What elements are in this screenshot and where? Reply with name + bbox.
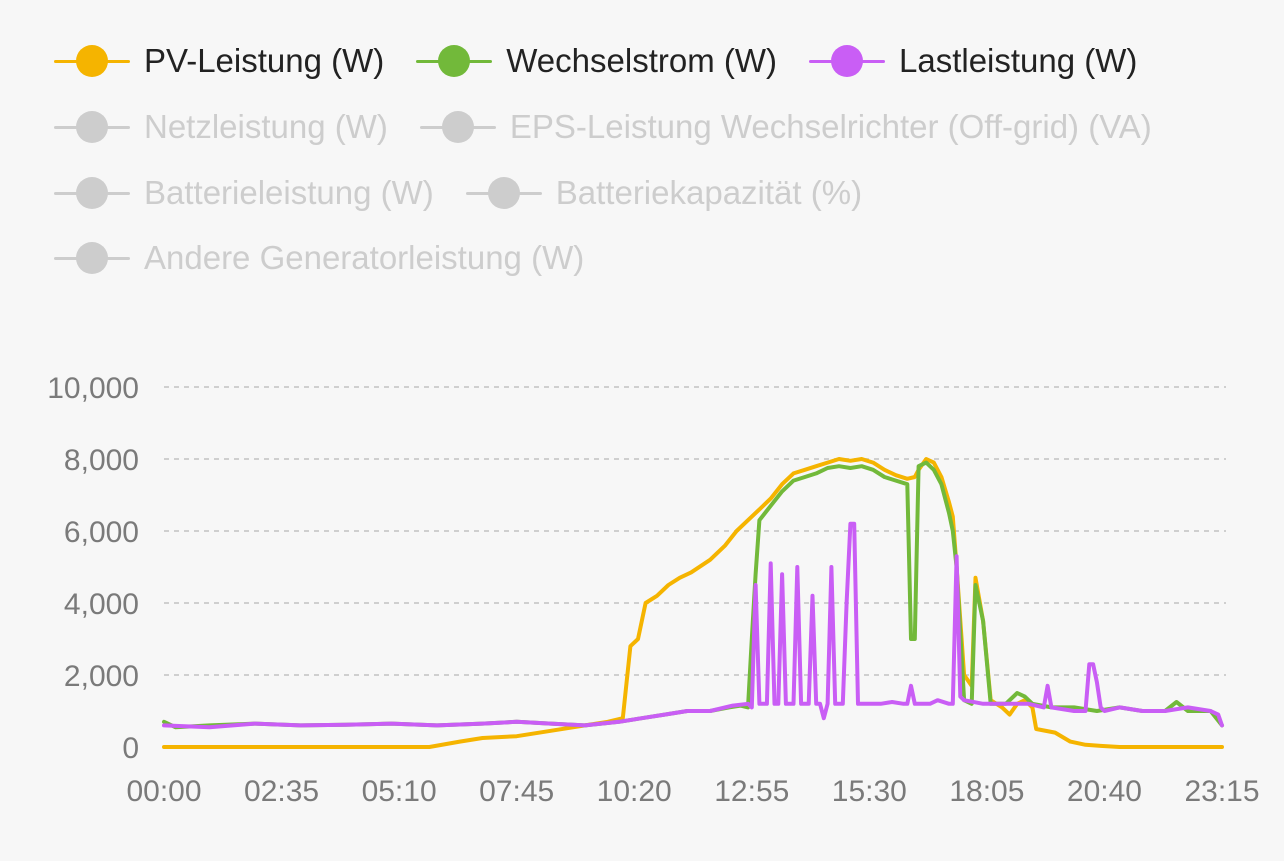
- legend-marker-icon: [54, 238, 130, 278]
- legend-label: EPS-Leistung Wechselrichter (Off-grid) (…: [509, 108, 1152, 145]
- x-tick-label: 10:20: [597, 775, 672, 808]
- chart-legend: PV-Leistung (W) Wechselstrom (W) Lastleist…: [0, 0, 1284, 300]
- legend-marker-icon: [419, 107, 496, 147]
- y-tick-label: 4,000: [64, 588, 139, 621]
- x-tick-label: 02:35: [244, 775, 319, 808]
- y-tick-label: 8,000: [64, 444, 139, 477]
- x-tick-label: 18:05: [949, 775, 1024, 808]
- series-line: [162, 521, 1224, 730]
- grid-lines: [164, 386, 1226, 676]
- legend-label: Batterieleistung (W): [144, 174, 434, 211]
- series-lines: [162, 457, 1224, 749]
- y-axis-ticks: 0 2,000 4,000 6,000 8,000 10,000: [47, 372, 139, 765]
- legend-label: Batteriekapazität (%): [555, 174, 863, 211]
- x-tick-label: 07:45: [479, 775, 554, 808]
- legend-marker-icon: [465, 173, 542, 213]
- legend-marker-icon: [416, 41, 493, 81]
- legend-item[interactable]: Lastleistung (W): [809, 41, 1137, 81]
- legend-row: PV-Leistung (W) Wechselstrom (W) Lastleist…: [54, 41, 1169, 81]
- legend-item[interactable]: EPS-Leistung Wechselrichter (Off-grid) (…: [419, 107, 1152, 147]
- legend-row: Batterieleistung (W) Batteriekapazität (%…: [54, 173, 894, 213]
- legend-item[interactable]: Batterieleistung (W): [54, 173, 434, 213]
- legend-item[interactable]: PV-Leistung (W): [54, 41, 384, 81]
- x-tick-label: 20:40: [1067, 775, 1142, 808]
- legend-item[interactable]: Andere Generatorleistung (W): [54, 238, 584, 278]
- y-tick-label: 2,000: [64, 660, 139, 693]
- x-tick-label: 12:55: [714, 775, 789, 808]
- legend-item[interactable]: Batteriekapazität (%): [465, 173, 863, 213]
- legend-item[interactable]: Wechselstrom (W): [416, 41, 777, 81]
- x-tick-label: 00:00: [126, 775, 201, 808]
- series-line: [162, 457, 1224, 749]
- legend-marker-icon: [54, 107, 130, 147]
- legend-marker-icon: [54, 41, 130, 81]
- legend-row: Netzleistung (W) EPS-Leistung Wechselrich…: [54, 107, 1184, 147]
- x-axis-ticks: 00:00 02:35 05:10 07:45 10:20 12:55 15:30 18:05…: [126, 775, 1259, 808]
- legend-label: PV-Leistung (W): [144, 42, 385, 79]
- x-tick-label: 23:15: [1184, 775, 1259, 808]
- legend-marker-icon: [809, 41, 885, 81]
- y-tick-label: 6,000: [64, 516, 139, 549]
- series-line: [162, 460, 1224, 730]
- y-tick-label: 0: [122, 732, 139, 765]
- legend-label: Andere Generatorleistung (W): [144, 239, 585, 276]
- y-tick-label: 10,000: [47, 372, 139, 405]
- legend-marker-icon: [54, 173, 130, 213]
- legend-row: Andere Generatorleistung (W): [54, 238, 616, 278]
- x-tick-label: 15:30: [832, 775, 907, 808]
- x-tick-label: 05:10: [362, 775, 437, 808]
- legend-item[interactable]: Netzleistung (W): [54, 107, 388, 147]
- legend-label: Netzleistung (W): [144, 108, 388, 145]
- legend-label: Wechselstrom (W): [506, 42, 777, 79]
- legend-label: Lastleistung (W): [899, 42, 1138, 79]
